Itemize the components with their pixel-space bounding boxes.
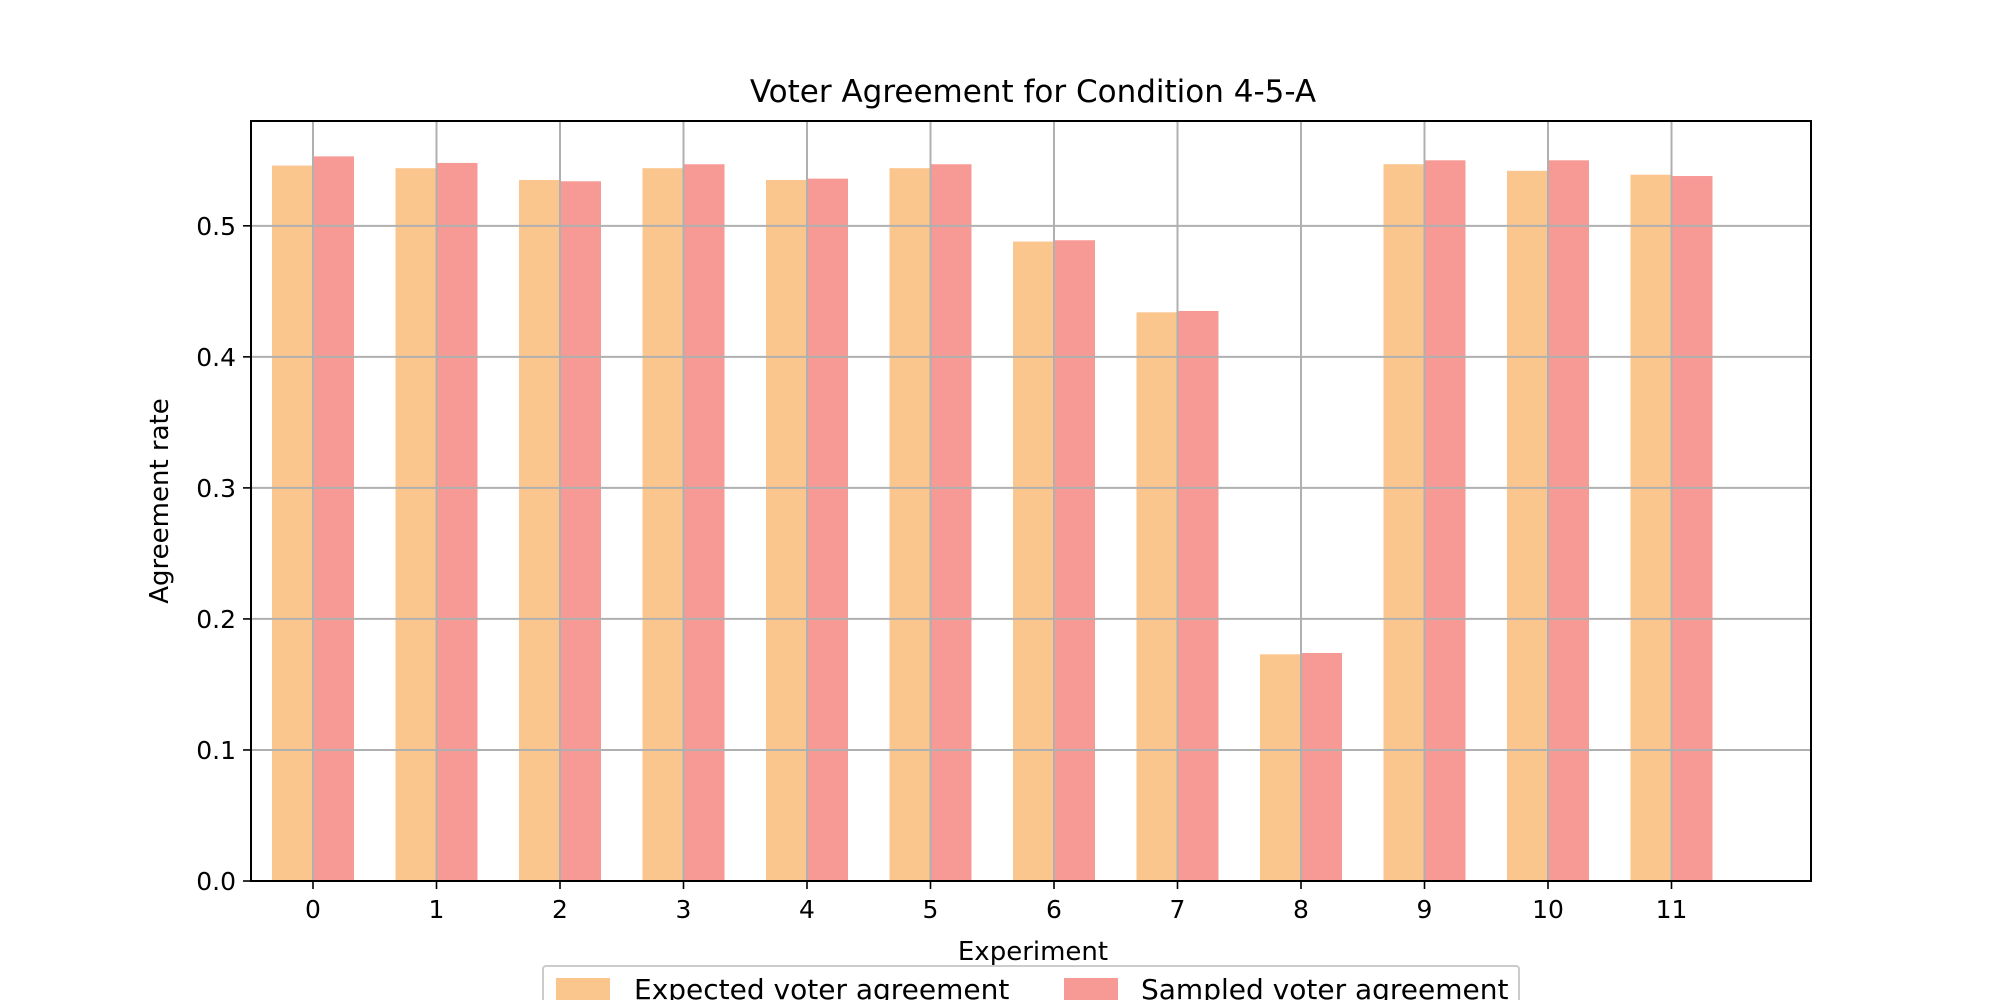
chart-title: Voter Agreement for Condition 4-5-A — [750, 74, 1316, 110]
bar-sampled-3 — [683, 164, 725, 881]
x-tick-label-1: 1 — [429, 895, 445, 924]
bar-sampled-2 — [560, 181, 601, 881]
bar-expected-2 — [519, 179, 560, 881]
bar-sampled-7 — [1177, 311, 1219, 881]
legend: Expected voter agreement Sampled voter a… — [542, 965, 1520, 1000]
legend-box — [542, 965, 1520, 1000]
y-tick-label-0.0: 0.0 — [196, 867, 236, 896]
bar-expected-5 — [889, 168, 931, 881]
legend-label-sampled: Sampled voter agreement — [1141, 973, 1509, 1000]
bar-sampled-5 — [930, 164, 972, 881]
x-tick-label-4: 4 — [799, 895, 815, 924]
plot-frame — [250, 120, 1812, 882]
bars — [272, 156, 1713, 882]
bar-sampled-9 — [1424, 160, 1466, 881]
x-tick-label-9: 9 — [1417, 895, 1433, 924]
y-axis-label: Agreement rate — [145, 398, 175, 603]
bar-sampled-4 — [807, 178, 848, 882]
x-tick-label-2: 2 — [552, 895, 568, 924]
bar-expected-10 — [1507, 170, 1548, 882]
bar-expected-1 — [395, 168, 437, 881]
bar-expected-11 — [1630, 174, 1672, 882]
legend-swatch-sampled — [1064, 978, 1118, 1000]
bar-expected-0 — [272, 165, 313, 881]
bar-sampled-1 — [436, 162, 478, 881]
bar-sampled-8 — [1301, 653, 1342, 881]
x-tick-label-11: 11 — [1656, 895, 1688, 924]
y-tick-label-0.1: 0.1 — [196, 736, 236, 765]
x-tick-label-6: 6 — [1046, 895, 1062, 924]
bar-expected-9 — [1383, 164, 1425, 881]
x-tick-label-3: 3 — [676, 895, 692, 924]
legend-swatch-expected — [556, 978, 610, 1000]
bar-expected-4 — [766, 179, 807, 881]
x-tick-label-10: 10 — [1532, 895, 1564, 924]
x-tick-label-7: 7 — [1170, 895, 1186, 924]
bar-sampled-10 — [1548, 160, 1589, 881]
bar-sampled-11 — [1671, 176, 1713, 881]
y-tick-label-0.4: 0.4 — [196, 343, 236, 372]
y-tick-label-0.3: 0.3 — [196, 474, 236, 503]
bar-expected-8 — [1260, 654, 1301, 881]
legend-label-expected: Expected voter agreement — [634, 973, 1009, 1000]
bar-sampled-0 — [313, 156, 354, 882]
bar-sampled-6 — [1054, 240, 1095, 881]
x-tick-label-5: 5 — [923, 895, 939, 924]
x-tick-label-0: 0 — [305, 895, 321, 924]
bar-expected-7 — [1136, 312, 1178, 882]
bar-expected-6 — [1013, 241, 1054, 881]
bar-expected-3 — [642, 168, 684, 881]
x-axis-label: Experiment — [958, 937, 1108, 967]
y-tick-label-0.2: 0.2 — [196, 605, 236, 634]
x-tick-label-8: 8 — [1293, 895, 1309, 924]
y-tick-label-0.5: 0.5 — [196, 212, 236, 241]
